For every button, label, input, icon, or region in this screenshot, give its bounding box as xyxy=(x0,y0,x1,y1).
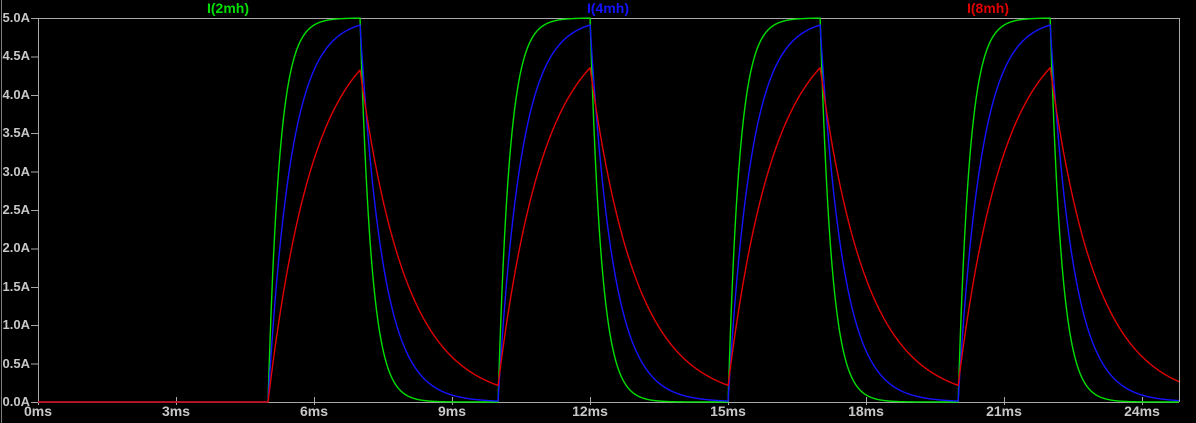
y-tick-label: 1.0A xyxy=(2,317,30,332)
legend-item-i8mh[interactable]: I(8mh) xyxy=(967,0,1009,16)
x-tick-label: 24ms xyxy=(1124,403,1160,419)
y-tick-label: 3.5A xyxy=(2,125,30,140)
y-tick-label: 5.0A xyxy=(2,10,30,25)
trace-i4mh[interactable] xyxy=(38,24,1180,403)
x-tick-label: 21ms xyxy=(986,403,1022,419)
y-tick-label: 0.0A xyxy=(2,394,30,409)
y-tick-label: 4.5A xyxy=(2,48,30,63)
y-tick-label: 2.5A xyxy=(2,202,30,217)
x-tick-label: 18ms xyxy=(848,403,884,419)
y-tick-label: 0.5A xyxy=(2,356,30,371)
legend-item-i4mh[interactable]: I(4mh) xyxy=(587,0,629,16)
y-tick-label: 2.0A xyxy=(2,240,30,255)
x-tick-label: 15ms xyxy=(710,403,746,419)
x-tick-label: 9ms xyxy=(437,403,467,419)
x-tick-label: 3ms xyxy=(161,403,191,419)
x-tick-label: 12ms xyxy=(572,403,608,419)
pane-left-border xyxy=(1,0,2,423)
trace-i8mh[interactable] xyxy=(38,67,1180,403)
y-tick-label: 4.0A xyxy=(2,87,30,102)
y-tick-label: 1.5A xyxy=(2,279,30,294)
legend-item-i2mh[interactable]: I(2mh) xyxy=(207,0,249,16)
x-tick-label: 6ms xyxy=(299,403,329,419)
trace-i2mh[interactable] xyxy=(38,17,1179,403)
y-tick-label: 3.0A xyxy=(2,164,30,179)
x-tick-label: 0ms xyxy=(23,403,53,419)
